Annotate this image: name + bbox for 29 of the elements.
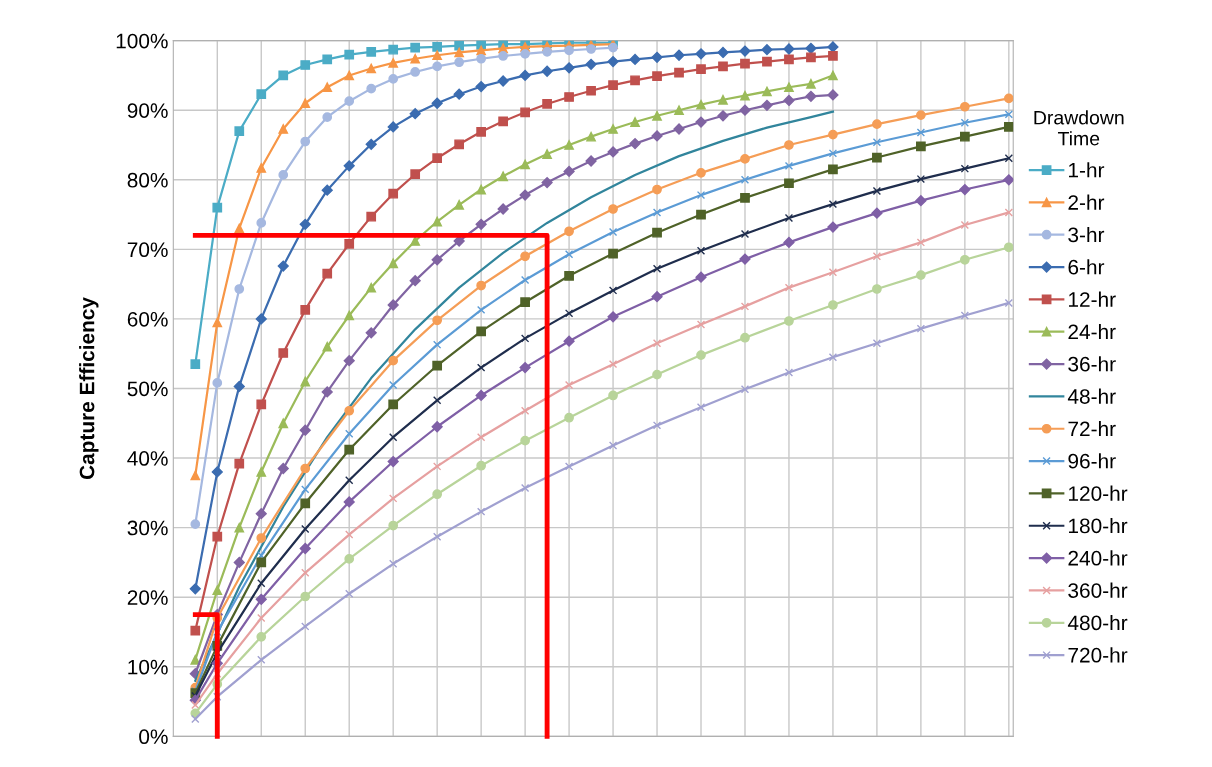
- legend-label: 720-hr: [1068, 647, 1128, 663]
- y-tick-label: 10%: [128, 659, 168, 675]
- y-tick-label: 0%: [139, 729, 168, 745]
- legend-label: 360-hr: [1068, 582, 1128, 598]
- legend-label: 12-hr: [1069, 291, 1116, 307]
- y-tick-label: 80%: [127, 172, 168, 188]
- legend-label: 48-hr: [1067, 388, 1116, 404]
- y-tick-label: 50%: [127, 381, 168, 397]
- legend-label: 120-hr: [1069, 485, 1128, 501]
- legend-label: 96-hr: [1068, 453, 1116, 469]
- legend-title: Drawdown Time: [1034, 110, 1124, 146]
- y-tick-label: 40%: [127, 451, 168, 466]
- legend-label: 6-hr: [1068, 259, 1105, 275]
- y-tick-label: 30%: [127, 520, 168, 536]
- legend-label: 2-hr: [1068, 194, 1105, 210]
- legend-label: 180-hr: [1069, 517, 1128, 534]
- legend-label: 72-hr: [1068, 420, 1116, 437]
- y-tick-label: 20%: [127, 590, 168, 605]
- legend-label: 36-hr: [1068, 356, 1116, 372]
- legend-label: 480-hr: [1067, 614, 1128, 631]
- legend-label: 1-hr: [1069, 162, 1105, 178]
- legend-label: 24-hr: [1068, 323, 1116, 340]
- y-tick-label: 100%: [116, 33, 168, 49]
- legend-label: 240-hr: [1068, 550, 1128, 566]
- y-axis-title: Capture Efficiency: [79, 297, 99, 480]
- legend-label: 3-hr: [1068, 226, 1105, 243]
- y-tick-label: 60%: [127, 311, 168, 327]
- y-tick-label: 90%: [127, 103, 168, 118]
- y-tick-label: 70%: [127, 242, 168, 258]
